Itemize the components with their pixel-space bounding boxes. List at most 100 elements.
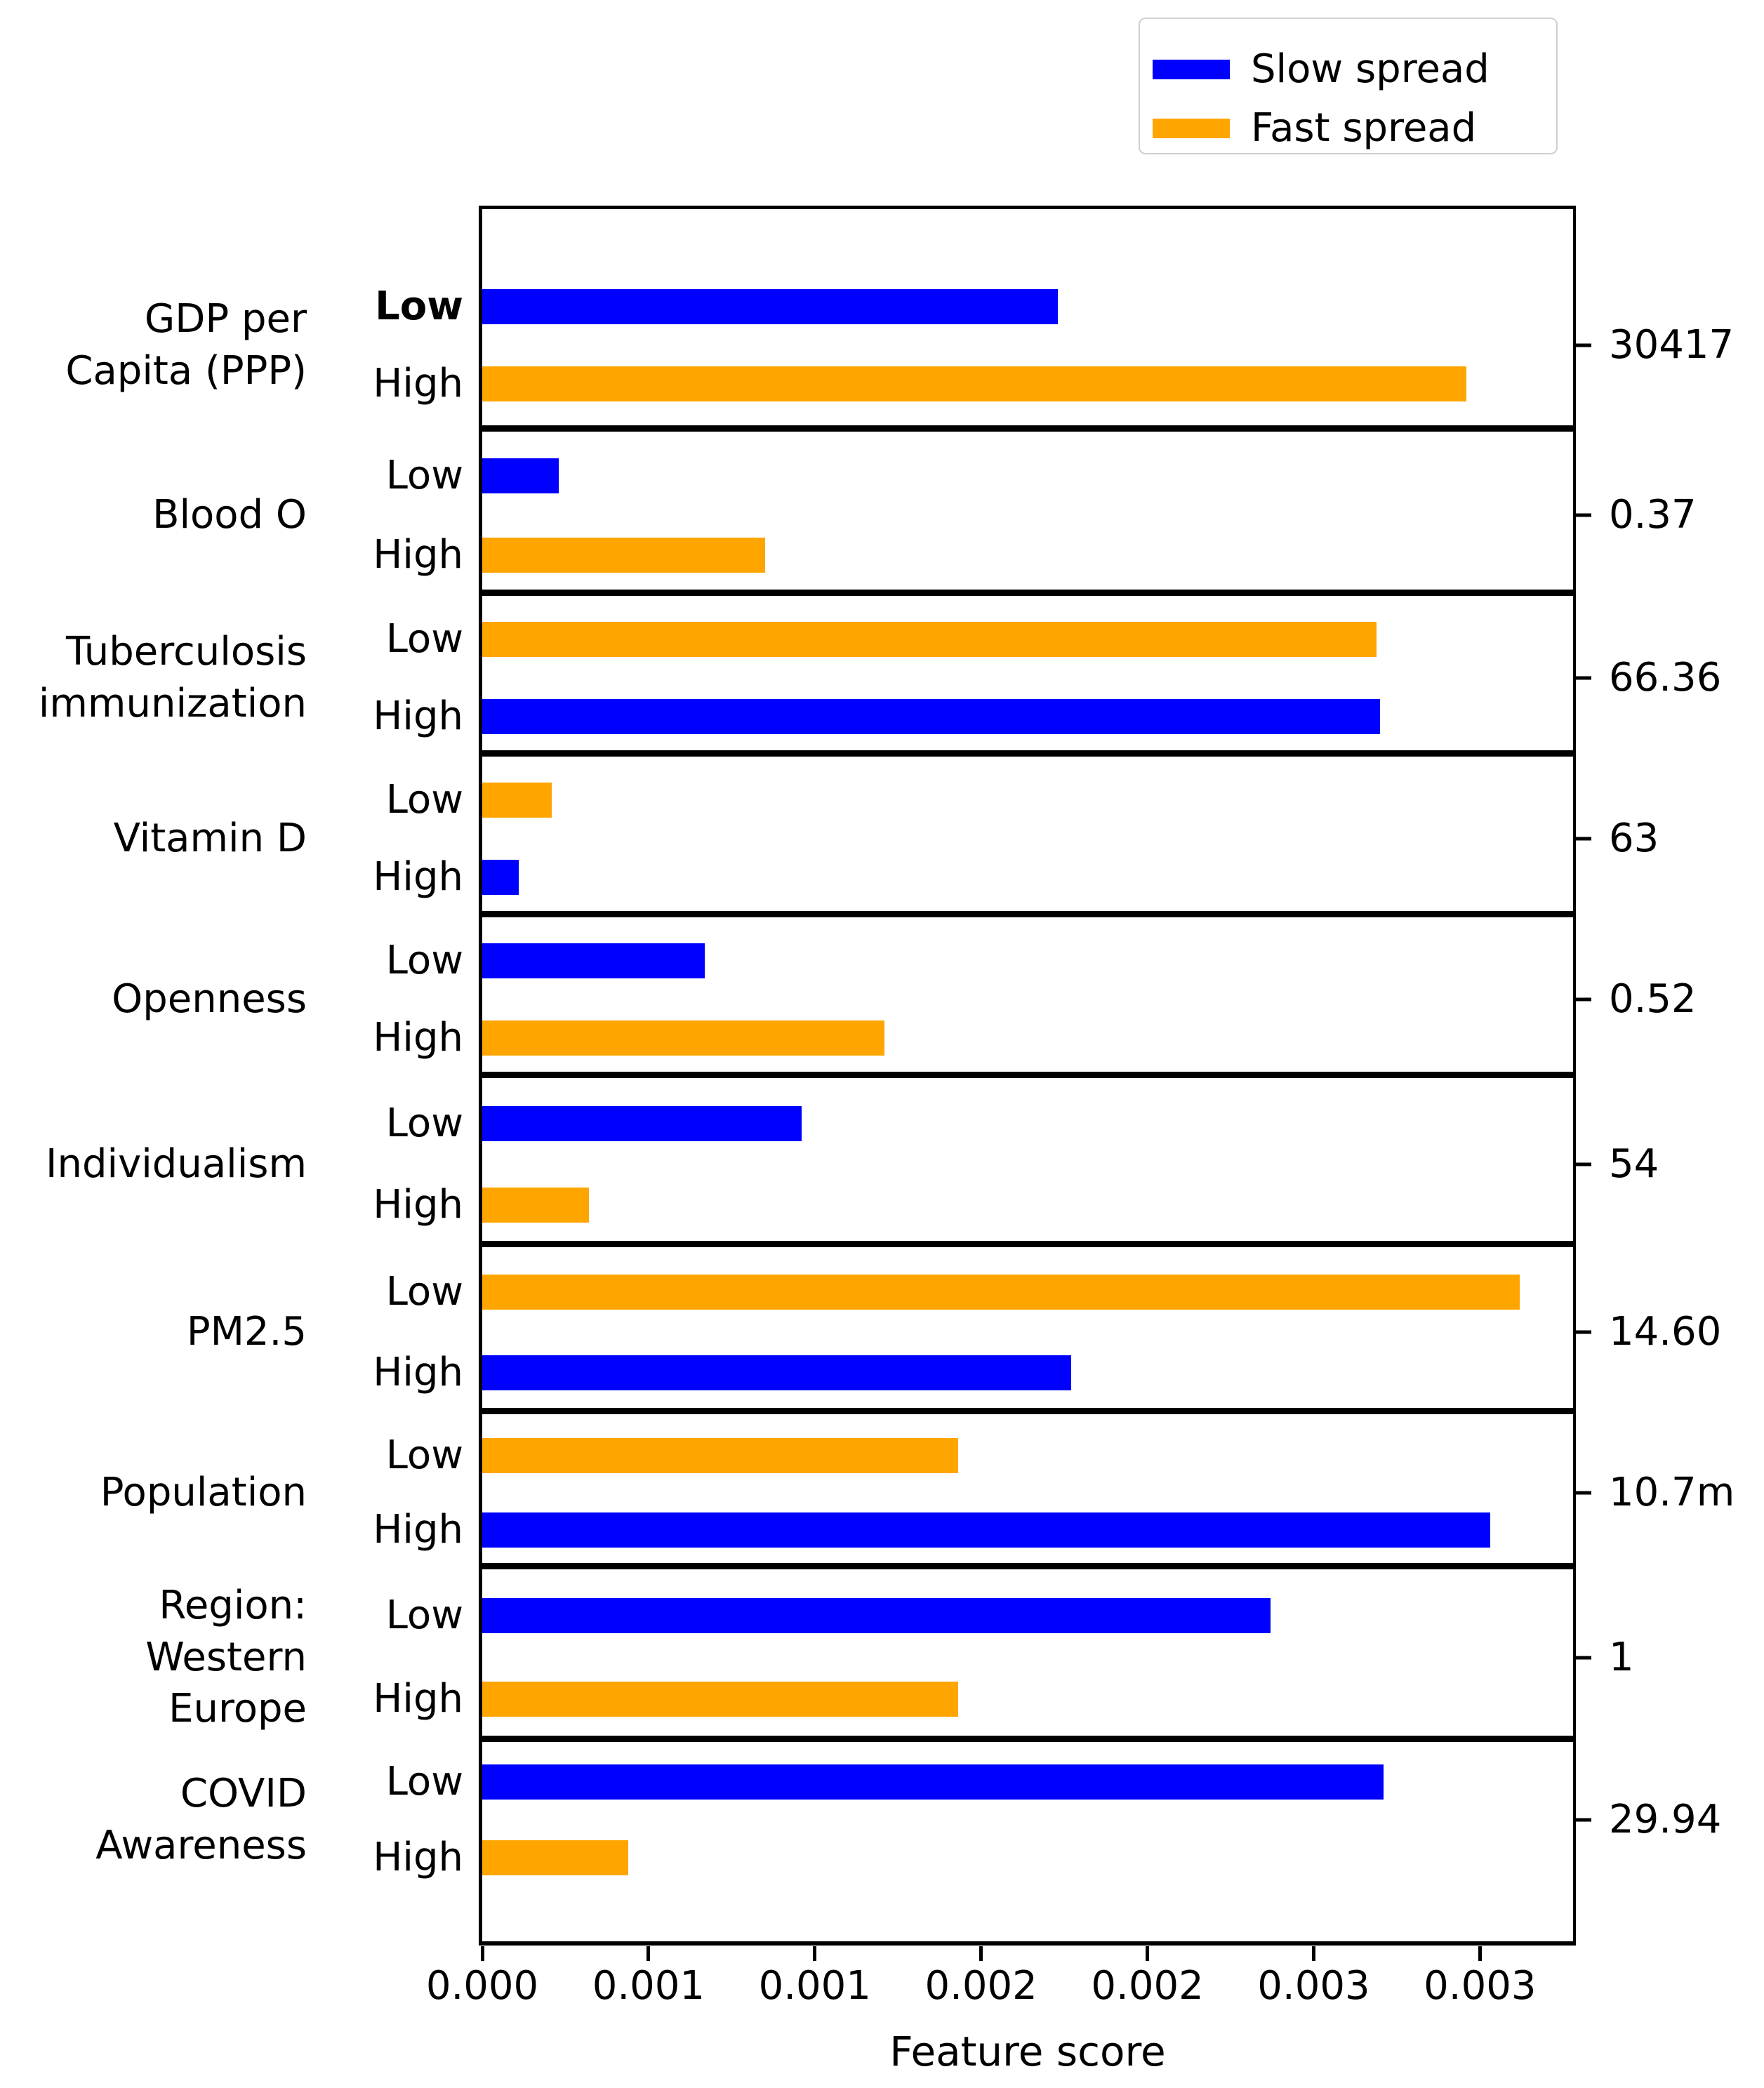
x-tick-label: 0.002 <box>924 1963 1037 2009</box>
y-tick-label-low-vitamin-d: Low <box>385 776 463 823</box>
bar-individualism-high <box>482 1187 589 1223</box>
bar-covid-awareness-high <box>482 1840 629 1875</box>
plot-area <box>479 206 1576 1946</box>
right-axis-tick-mark <box>1576 1162 1591 1166</box>
feature-label-openness: Openness <box>112 976 307 1022</box>
x-tick-mark <box>646 1946 651 1961</box>
bar-blood-o-high <box>482 537 765 573</box>
bar-region-western-europe-high <box>482 1681 958 1717</box>
legend-item-slow-spread: Slow spread <box>1153 40 1556 99</box>
x-tick-label: 0.003 <box>1257 1963 1370 2009</box>
y-tick-label-high-region-western-europe: High <box>373 1675 463 1722</box>
y-tick-label-high-tuberculosis-immunization: High <box>373 693 463 739</box>
bar-vitamin-d-high <box>482 859 519 895</box>
y-tick-label-low-individualism: Low <box>385 1100 463 1146</box>
legend: Slow spread Fast spread <box>1139 18 1558 154</box>
bar-pm2-5-high <box>482 1355 1071 1390</box>
bar-covid-awareness-low <box>482 1764 1384 1800</box>
right-axis-tick-mark <box>1576 997 1591 1002</box>
panel-openness <box>482 917 1573 1072</box>
y-tick-label-low-pm2-5: Low <box>385 1269 463 1315</box>
panel-divider <box>482 425 1573 432</box>
feature-label-vitamin-d: Vitamin D <box>113 815 307 861</box>
panel-divider <box>482 1241 1573 1247</box>
y-tick-label-low-covid-awareness: Low <box>385 1758 463 1804</box>
panel-population <box>482 1414 1573 1563</box>
x-tick-mark <box>1478 1946 1482 1961</box>
panel-region-western-europe <box>482 1569 1573 1736</box>
right-axis-tick-mark <box>1576 513 1591 517</box>
feature-label-pm2-5: PM2.5 <box>186 1309 307 1355</box>
x-tick-mark <box>480 1946 484 1961</box>
panel-tuberculosis-immunization <box>482 596 1573 750</box>
bar-region-western-europe-low <box>482 1598 1271 1634</box>
right-axis-value-pm2-5: 14.60 <box>1609 1309 1722 1355</box>
right-axis-value-gdp-per-capita-ppp: 30417 <box>1609 322 1735 368</box>
y-tick-label-low-tuberculosis-immunization: Low <box>385 616 463 662</box>
x-tick-label: 0.001 <box>758 1963 871 2009</box>
right-axis-value-openness: 0.52 <box>1609 976 1697 1022</box>
right-axis-tick-mark <box>1576 676 1591 680</box>
x-axis-title: Feature score <box>889 2028 1166 2075</box>
x-tick-label: 0.002 <box>1091 1963 1204 2009</box>
bar-gdp-per-capita-ppp-high <box>482 366 1467 402</box>
y-tick-label-high-population: High <box>373 1507 463 1553</box>
y-tick-label-high-pm2-5: High <box>373 1349 463 1395</box>
bar-pm2-5-low <box>482 1275 1520 1310</box>
right-axis-value-region-western-europe: 1 <box>1609 1634 1634 1680</box>
panel-covid-awareness <box>482 1742 1573 1941</box>
y-tick-label-low-region-western-europe: Low <box>385 1592 463 1639</box>
bar-individualism-low <box>482 1105 802 1141</box>
panel-divider <box>482 1563 1573 1569</box>
y-tick-label-high-openness: High <box>373 1014 463 1060</box>
right-axis-value-covid-awareness: 29.94 <box>1609 1796 1722 1842</box>
right-axis-value-individualism: 54 <box>1609 1141 1659 1187</box>
y-tick-label-high-covid-awareness: High <box>373 1834 463 1880</box>
panel-individualism <box>482 1078 1573 1241</box>
legend-label: Fast spread <box>1251 105 1477 151</box>
right-axis-value-tuberculosis-immunization: 66.36 <box>1609 654 1722 700</box>
right-axis-tick-mark <box>1576 1656 1591 1660</box>
panel-pm2-5 <box>482 1247 1573 1408</box>
x-tick-mark <box>1311 1946 1315 1961</box>
right-axis-tick-mark <box>1576 343 1591 347</box>
feature-label-gdp-per-capita-ppp: GDP per Capita (PPP) <box>65 296 307 394</box>
panel-divider <box>482 590 1573 596</box>
x-tick-mark <box>1146 1946 1150 1961</box>
x-tick-mark <box>813 1946 817 1961</box>
right-axis-value-vitamin-d: 63 <box>1609 815 1659 861</box>
panel-vitamin-d <box>482 757 1573 911</box>
panel-divider <box>482 911 1573 917</box>
panel-divider <box>482 750 1573 757</box>
panel-gdp-per-capita-ppp <box>482 209 1573 425</box>
feature-label-region-western-europe: Region: Western Europe <box>145 1582 307 1732</box>
legend-item-fast-spread: Fast spread <box>1153 99 1556 158</box>
y-tick-label-low-blood-o: Low <box>385 453 463 498</box>
fast-spread-swatch-icon <box>1153 119 1230 138</box>
right-axis-value-population: 10.7m <box>1609 1470 1735 1516</box>
bar-blood-o-low <box>482 458 559 493</box>
right-axis-tick-mark <box>1576 1330 1591 1334</box>
panel-divider <box>482 1072 1573 1078</box>
bar-population-low <box>482 1438 958 1474</box>
y-tick-label-low-openness: Low <box>385 937 463 983</box>
feature-label-blood-o: Blood O <box>152 492 307 538</box>
slow-spread-swatch-icon <box>1153 60 1230 79</box>
x-tick-label: 0.003 <box>1424 1963 1537 2009</box>
bar-tuberculosis-immunization-high <box>482 698 1381 734</box>
panel-divider <box>482 1736 1573 1742</box>
panel-divider <box>482 1408 1573 1414</box>
bar-openness-high <box>482 1020 885 1056</box>
right-axis-tick-mark <box>1576 1491 1591 1495</box>
feature-label-population: Population <box>100 1470 307 1516</box>
legend-label: Slow spread <box>1251 46 1490 92</box>
x-tick-mark <box>979 1946 983 1961</box>
y-tick-label-high-gdp-per-capita-ppp: High <box>373 361 463 407</box>
feature-label-tuberculosis-immunization: Tuberculosis immunization <box>38 628 307 726</box>
x-tick-label: 0.001 <box>592 1963 705 2009</box>
y-tick-label-high-vitamin-d: High <box>373 853 463 900</box>
y-tick-label-low-gdp-per-capita-ppp: Low <box>375 283 463 329</box>
y-tick-label-high-individualism: High <box>373 1181 463 1228</box>
feature-label-individualism: Individualism <box>45 1141 307 1187</box>
